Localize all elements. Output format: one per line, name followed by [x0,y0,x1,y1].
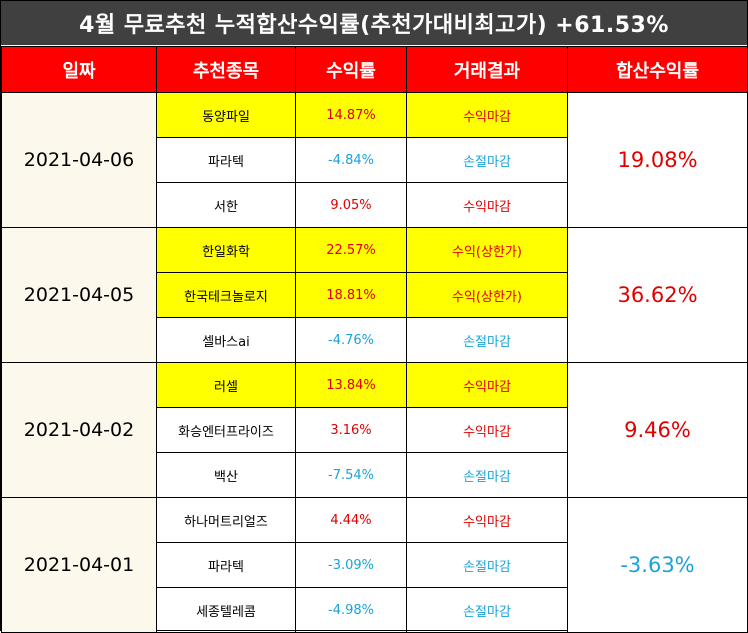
stock-name-cell: 세종텔레콤 [156,587,296,633]
return-cell: 13.84% [295,362,407,408]
result-cell: 수익(상한가) [406,272,568,318]
stock-name-cell: 러셀 [156,362,296,408]
header-date: 일짜 [1,46,157,93]
return-cell: 14.87% [295,92,407,138]
page-title: 4월 무료추천 누적합산수익률(추천가대비최고가) +61.53% [1,1,747,45]
stock-name-cell: 파라텍 [156,542,296,588]
table-row: 파라텍 -3.09% 손절마감 [2,542,748,588]
stock-name-cell: 한국테크놀로지 [156,272,296,318]
date-cell: 2021-04-05 [1,227,157,363]
stock-name-cell: 하나머트리얼즈 [156,497,296,543]
stock-name-cell: 셀바스ai [156,317,296,363]
header-result: 거래결과 [406,46,568,93]
table-row: 2021-04-01 하나머트리얼즈 4.44% 수익마감 -3.63% [1,497,748,633]
total-return-cell: 36.62% [567,227,748,363]
table-row: 2021-04-02 러셀 13.84% 수익마감 9.46% [1,362,748,498]
header-return: 수익률 [295,46,407,93]
result-cell: 손절마감 [406,587,568,633]
table-row: 화승엔터프라이즈 3.16% 수익마감 [2,407,748,453]
return-cell: 18.81% [295,272,407,318]
table-row: 서한 9.05% 수익마감 [2,182,748,228]
result-cell: 수익마감 [406,362,568,408]
return-cell: -3.09% [295,542,407,588]
table-row: 2021-04-06 동양파일 14.87% 수익마감 19.08% [1,92,748,228]
return-cell: -4.76% [295,317,407,363]
total-return-cell: 19.08% [567,92,748,228]
table-row: 백산 -7.54% 손절마감 [2,452,748,498]
table-body: 2021-04-06 동양파일 14.87% 수익마감 19.08% 파라텍 -4.84% 손… [1,92,748,633]
total-return-cell: 9.46% [567,362,748,498]
stock-name-cell: 서한 [156,182,296,228]
header-stock: 추천종목 [156,46,296,93]
result-cell: 수익마감 [406,407,568,453]
stock-name-cell: 한일화학 [156,227,296,273]
table-row: 파라텍 -4.84% 손절마감 [2,137,748,183]
result-cell: 손절마감 [406,542,568,588]
result-cell: 수익(상한가) [406,227,568,273]
result-cell: 손절마감 [406,137,568,183]
table-row: 셀바스ai -4.76% 손절마감 [2,317,748,363]
return-cell: 3.16% [295,407,407,453]
stock-name-cell: 화승엔터프라이즈 [156,407,296,453]
return-cell: -4.84% [295,137,407,183]
return-cell: -7.54% [295,452,407,498]
table-row: 2021-04-05 한일화학 22.57% 수익(상한가) 36.62% [1,227,748,363]
result-cell: 손절마감 [406,317,568,363]
result-cell: 수익마감 [406,92,568,138]
recommendation-table: 일짜 추천종목 수익률 거래결과 합산수익률 2021-04-06 동양파일 14.… [1,46,748,633]
result-cell: 수익마감 [406,497,568,543]
date-cell: 2021-04-02 [1,362,157,498]
return-cell: 4.44% [295,497,407,543]
stock-name-cell: 동양파일 [156,92,296,138]
return-cell: 22.57% [295,227,407,273]
return-cell: 9.05% [295,182,407,228]
total-return-cell: -3.63% [567,497,748,633]
stock-name-cell: 백산 [156,452,296,498]
date-cell: 2021-04-01 [1,497,157,633]
header-row: 일짜 추천종목 수익률 거래결과 합산수익률 [1,46,748,93]
result-cell: 수익마감 [406,182,568,228]
return-cell: -4.98% [295,587,407,633]
result-cell: 손절마감 [406,452,568,498]
table-row: 한국테크놀로지 18.81% 수익(상한가) [2,272,748,318]
stock-name-cell: 파라텍 [156,137,296,183]
header-total: 합산수익률 [567,46,748,93]
date-cell: 2021-04-06 [1,92,157,228]
